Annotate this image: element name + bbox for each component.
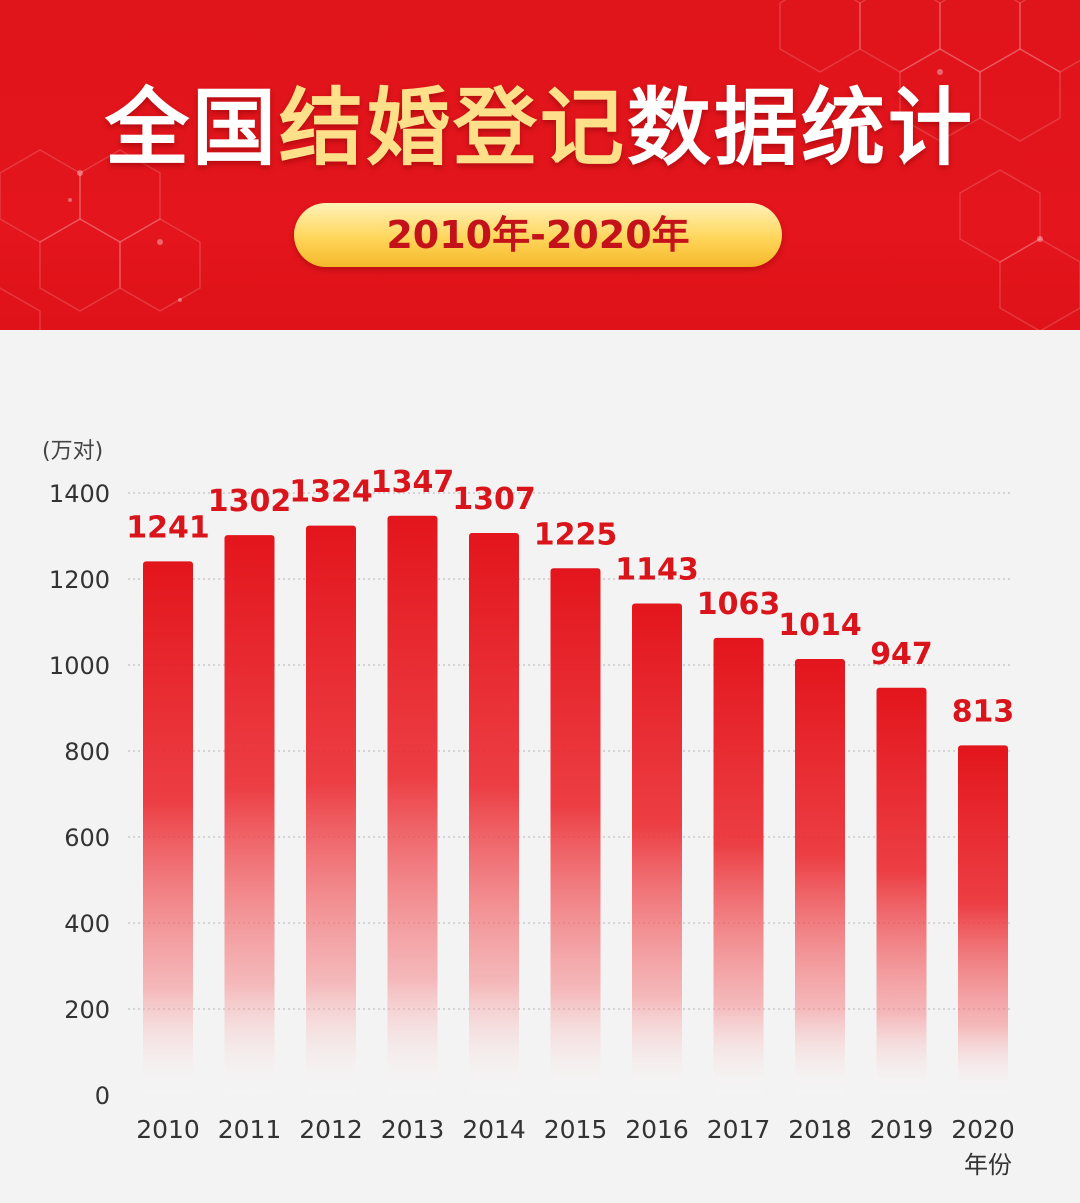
title-part-1: 结婚登记 bbox=[278, 79, 627, 177]
y-tick-label: 0 bbox=[95, 1082, 110, 1110]
y-tick-label: 1000 bbox=[49, 652, 110, 680]
data-label-2017: 1063 bbox=[697, 587, 781, 622]
data-label-2019: 947 bbox=[870, 637, 933, 672]
bar-2016 bbox=[632, 603, 682, 1095]
hexagon-pattern-decoration bbox=[0, 0, 1080, 330]
data-label-2016: 1143 bbox=[615, 553, 699, 588]
bars bbox=[143, 515, 1008, 1095]
bar-2015 bbox=[550, 568, 601, 1095]
data-label-2018: 1014 bbox=[778, 608, 862, 643]
x-tick-label: 2012 bbox=[299, 1115, 363, 1144]
data-label-2012: 1324 bbox=[289, 475, 373, 510]
y-axis-unit-label: (万对) bbox=[42, 439, 103, 464]
y-tick-label: 400 bbox=[64, 910, 110, 938]
x-tick-label: 2020 bbox=[951, 1115, 1015, 1144]
bar-2013 bbox=[387, 515, 438, 1095]
bar-2011 bbox=[224, 535, 275, 1095]
title-part-2: 数据统计 bbox=[627, 79, 976, 177]
bar-2018 bbox=[795, 658, 845, 1095]
x-tick-label: 2016 bbox=[625, 1115, 689, 1144]
bar-2012 bbox=[306, 525, 356, 1095]
x-tick-label: 2011 bbox=[218, 1115, 282, 1144]
header-banner: 全国结婚登记数据统计 2010年-2020年 bbox=[0, 0, 1080, 330]
x-axis-label: 年份 bbox=[964, 1151, 1012, 1179]
data-label-2020: 813 bbox=[952, 694, 1015, 729]
bar-2010 bbox=[143, 561, 193, 1095]
x-tick-label: 2013 bbox=[381, 1115, 445, 1144]
x-tick-label: 2014 bbox=[462, 1115, 526, 1144]
data-label-2013: 1347 bbox=[371, 465, 455, 500]
x-axis-ticks: 2010 2011 2012 2013 2014 2015 2016 2017 2018 2019… bbox=[136, 1115, 1015, 1144]
y-tick-label: 800 bbox=[64, 738, 110, 766]
y-tick-label: 1400 bbox=[49, 480, 110, 508]
data-label-2015: 1225 bbox=[534, 517, 618, 552]
bar-2014 bbox=[469, 532, 519, 1095]
year-range-badge: 2010年-2020年 bbox=[294, 203, 782, 267]
x-tick-label: 2017 bbox=[707, 1115, 771, 1144]
bar-2019 bbox=[876, 687, 927, 1095]
y-tick-label: 200 bbox=[64, 996, 110, 1024]
data-label-2010: 1241 bbox=[126, 510, 210, 545]
y-tick-label: 600 bbox=[64, 824, 110, 852]
title-part-0: 全国 bbox=[104, 79, 279, 177]
bar-2020 bbox=[958, 745, 1008, 1095]
x-tick-label: 2019 bbox=[870, 1115, 934, 1144]
data-label-2014: 1307 bbox=[452, 482, 536, 517]
x-tick-label: 2010 bbox=[136, 1115, 200, 1144]
y-axis-ticks: 0 200 400 600 800 1000 1200 1400 bbox=[49, 480, 110, 1110]
y-tick-label: 1200 bbox=[49, 566, 110, 594]
page-title: 全国结婚登记数据统计 bbox=[0, 78, 1080, 178]
bar-2017 bbox=[713, 637, 764, 1095]
data-label-2011: 1302 bbox=[208, 484, 292, 519]
x-tick-label: 2018 bbox=[788, 1115, 852, 1144]
x-tick-label: 2015 bbox=[544, 1115, 608, 1144]
